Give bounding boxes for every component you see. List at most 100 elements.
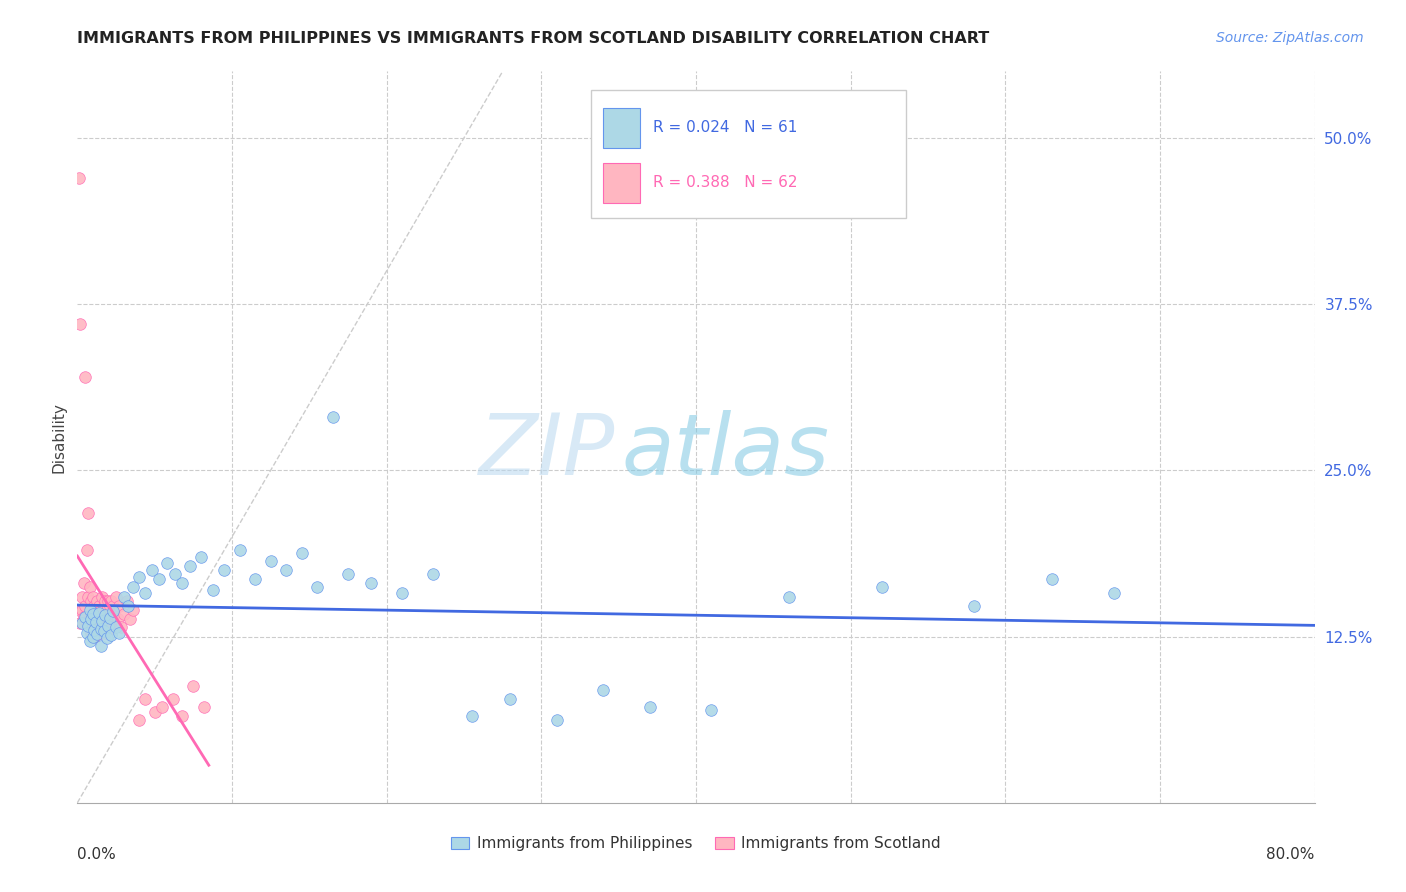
Point xyxy=(214,563,236,577)
Point xyxy=(778,590,800,604)
Point xyxy=(86,623,108,637)
Point xyxy=(228,543,252,558)
Point xyxy=(84,616,107,631)
Point xyxy=(100,593,122,607)
Point xyxy=(86,627,108,641)
Point xyxy=(80,625,103,640)
Point xyxy=(122,603,145,617)
Point xyxy=(276,563,298,577)
Point xyxy=(80,593,103,607)
Point xyxy=(83,630,105,644)
Point xyxy=(83,623,105,637)
Point xyxy=(98,599,121,613)
Point xyxy=(82,590,104,604)
Text: ZIP: ZIP xyxy=(479,410,616,493)
Point xyxy=(163,567,186,582)
Point xyxy=(172,576,194,591)
Point xyxy=(79,633,101,648)
Point xyxy=(322,410,344,425)
Point xyxy=(103,607,125,621)
Y-axis label: Disability: Disability xyxy=(51,401,66,473)
Point xyxy=(90,622,111,636)
Point xyxy=(172,709,194,723)
Point xyxy=(245,573,267,587)
Point xyxy=(97,623,120,637)
Point xyxy=(190,549,212,564)
Point xyxy=(461,709,484,723)
Point xyxy=(90,639,111,653)
Point xyxy=(870,580,893,594)
Point xyxy=(128,570,150,584)
Text: R = 0.024   N = 61: R = 0.024 N = 61 xyxy=(652,120,797,136)
Point xyxy=(91,590,114,604)
Point xyxy=(700,703,723,717)
Legend: Immigrants from Philippines, Immigrants from Scotland: Immigrants from Philippines, Immigrants … xyxy=(444,830,948,857)
Bar xyxy=(603,108,640,148)
Point xyxy=(94,625,117,640)
Point xyxy=(76,543,98,558)
Point xyxy=(143,706,166,720)
Point xyxy=(101,599,124,613)
Point xyxy=(499,692,522,706)
Text: R = 0.388   N = 62: R = 0.388 N = 62 xyxy=(652,175,797,190)
Point xyxy=(87,606,110,620)
Point xyxy=(546,714,568,728)
Point xyxy=(98,612,121,626)
Point xyxy=(112,590,135,604)
Point xyxy=(96,631,118,645)
Point xyxy=(134,692,156,706)
Point xyxy=(93,609,115,624)
Point xyxy=(360,576,382,591)
Point xyxy=(93,599,115,613)
Point xyxy=(79,609,101,624)
Point xyxy=(84,615,107,629)
Point xyxy=(141,563,163,577)
Point xyxy=(105,590,127,604)
Point xyxy=(90,603,111,617)
Point xyxy=(75,370,96,384)
Point xyxy=(84,607,107,621)
Point xyxy=(193,700,215,714)
Point xyxy=(108,599,131,613)
Text: atlas: atlas xyxy=(621,410,830,493)
Point xyxy=(110,620,132,634)
Point xyxy=(90,625,111,640)
Point xyxy=(156,557,179,571)
Point xyxy=(148,573,170,587)
Point xyxy=(77,590,100,604)
Point xyxy=(1040,573,1063,587)
Point xyxy=(97,593,120,607)
Text: Source: ZipAtlas.com: Source: ZipAtlas.com xyxy=(1216,31,1364,45)
Point xyxy=(638,700,661,714)
Point xyxy=(115,593,138,607)
Point xyxy=(80,612,103,626)
Point xyxy=(391,585,413,599)
Point xyxy=(94,608,117,623)
Point xyxy=(122,580,145,594)
Point xyxy=(83,599,105,613)
Point xyxy=(77,506,100,520)
Point xyxy=(179,559,201,574)
Point xyxy=(162,692,184,706)
Point xyxy=(117,599,139,613)
Point xyxy=(152,700,174,714)
Point xyxy=(76,625,98,640)
Point xyxy=(76,616,98,631)
Point xyxy=(100,628,122,642)
Point xyxy=(260,554,283,568)
Point xyxy=(134,585,156,599)
Point xyxy=(107,612,129,626)
Point xyxy=(1102,585,1125,599)
Point xyxy=(79,603,101,617)
Point xyxy=(592,682,614,697)
Point xyxy=(72,609,94,624)
Point xyxy=(100,620,122,634)
FancyBboxPatch shape xyxy=(591,89,907,218)
Point xyxy=(72,576,94,591)
Text: 0.0%: 0.0% xyxy=(77,847,117,862)
Point xyxy=(112,607,135,621)
Point xyxy=(75,599,96,613)
Point xyxy=(422,567,444,582)
Point xyxy=(79,580,101,594)
Point xyxy=(82,607,104,621)
